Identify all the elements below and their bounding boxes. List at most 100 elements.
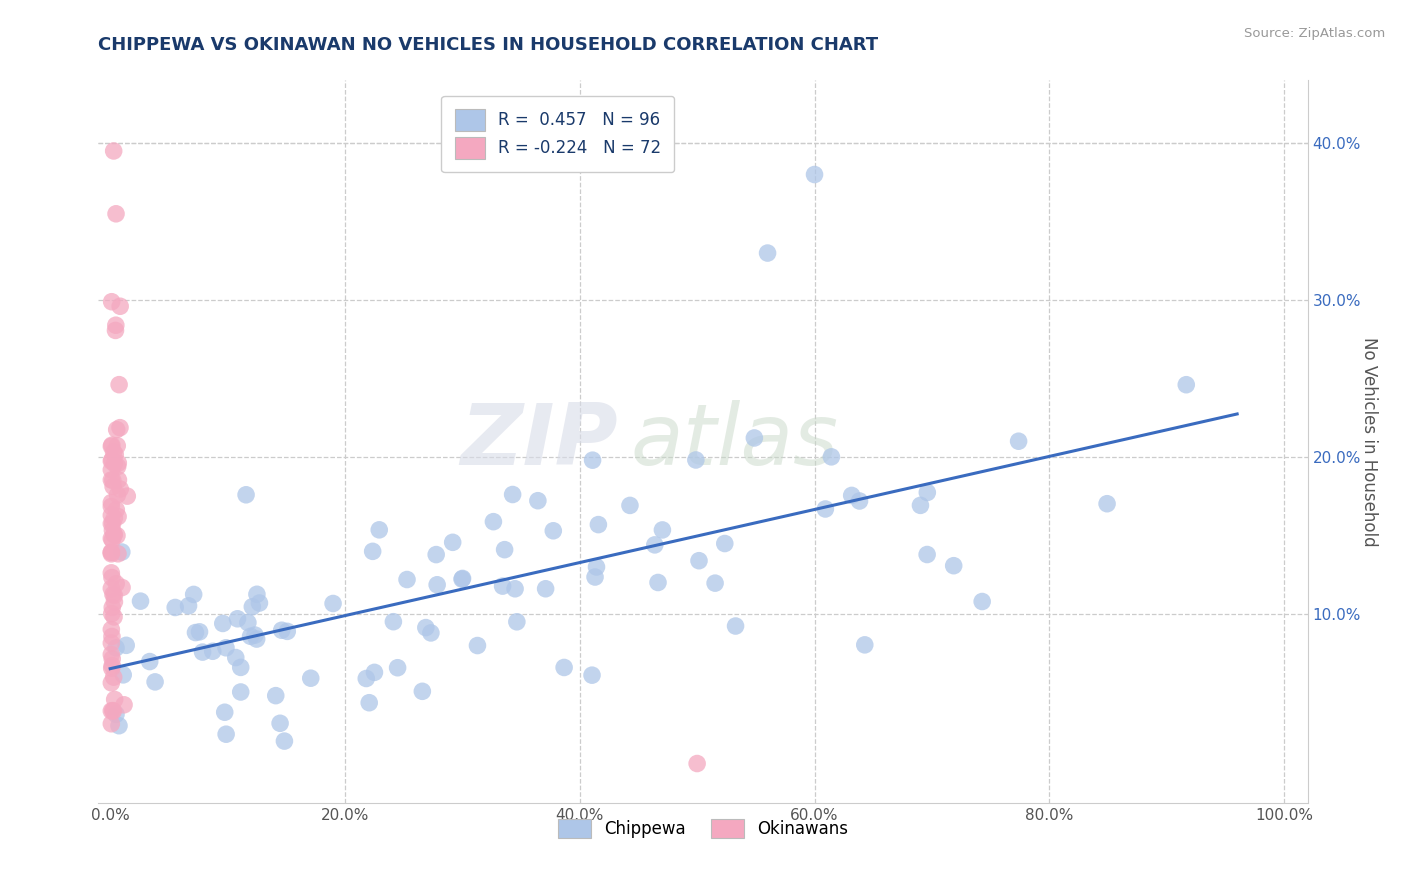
Point xyxy=(502,487,524,501)
Point xyxy=(482,515,505,529)
Point xyxy=(115,638,138,652)
Point xyxy=(644,538,666,552)
Point xyxy=(105,707,128,722)
Point xyxy=(425,548,447,562)
Point xyxy=(138,655,160,669)
Point xyxy=(103,704,125,718)
Point xyxy=(359,696,381,710)
Point xyxy=(100,623,122,637)
Point xyxy=(226,612,249,626)
Point xyxy=(426,578,449,592)
Point xyxy=(581,668,603,682)
Point xyxy=(494,542,516,557)
Legend: Chippewa, Okinawans: Chippewa, Okinawans xyxy=(551,813,855,845)
Point xyxy=(105,503,128,517)
Point xyxy=(100,582,122,596)
Point xyxy=(101,600,124,615)
Point xyxy=(100,704,122,718)
Point xyxy=(112,668,135,682)
Point xyxy=(101,473,124,487)
Point xyxy=(100,607,122,621)
Point xyxy=(239,629,262,643)
Text: atlas: atlas xyxy=(630,400,838,483)
Point xyxy=(103,610,125,624)
Point xyxy=(101,658,124,673)
Point xyxy=(942,558,965,573)
Point xyxy=(111,581,134,595)
Point xyxy=(249,596,271,610)
Point xyxy=(103,589,125,603)
Point xyxy=(395,573,418,587)
Point xyxy=(619,499,641,513)
Point xyxy=(111,545,134,559)
Point xyxy=(101,453,124,467)
Point xyxy=(129,594,152,608)
Point xyxy=(107,547,129,561)
Point xyxy=(585,560,607,574)
Point xyxy=(581,453,603,467)
Point xyxy=(103,527,125,541)
Point xyxy=(100,439,122,453)
Point xyxy=(534,582,557,596)
Point xyxy=(264,689,287,703)
Point xyxy=(503,582,526,596)
Point xyxy=(107,473,129,487)
Point xyxy=(841,488,863,502)
Point xyxy=(100,676,122,690)
Point xyxy=(100,636,122,650)
Point xyxy=(103,511,125,525)
Point xyxy=(543,524,565,538)
Point xyxy=(246,587,269,601)
Point xyxy=(101,570,124,584)
Point xyxy=(229,660,252,674)
Point xyxy=(100,545,122,559)
Point xyxy=(101,704,124,718)
Point xyxy=(236,615,259,630)
Point xyxy=(368,523,391,537)
Point xyxy=(491,579,513,593)
Point xyxy=(101,438,124,452)
Point xyxy=(363,665,385,680)
Point xyxy=(101,479,124,493)
Point xyxy=(165,600,187,615)
Point xyxy=(686,756,709,771)
Text: Source: ZipAtlas.com: Source: ZipAtlas.com xyxy=(1244,27,1385,40)
Point xyxy=(225,650,247,665)
Point xyxy=(972,594,994,608)
Point xyxy=(553,660,575,674)
Point xyxy=(506,615,529,629)
Point xyxy=(103,445,125,459)
Point xyxy=(177,599,200,613)
Point xyxy=(105,439,128,453)
Point xyxy=(100,500,122,514)
Point xyxy=(110,482,132,496)
Point xyxy=(651,523,673,537)
Point xyxy=(100,294,122,309)
Point xyxy=(917,485,939,500)
Point xyxy=(915,548,938,562)
Point xyxy=(415,621,437,635)
Point xyxy=(1007,434,1029,449)
Point xyxy=(214,705,236,719)
Point xyxy=(685,453,707,467)
Point xyxy=(211,616,233,631)
Point xyxy=(100,716,122,731)
Point xyxy=(451,571,474,585)
Point xyxy=(215,727,238,741)
Point xyxy=(704,576,727,591)
Point xyxy=(104,692,127,706)
Point xyxy=(467,639,489,653)
Point xyxy=(382,615,405,629)
Point xyxy=(100,648,122,662)
Point xyxy=(108,420,131,434)
Point xyxy=(1095,497,1118,511)
Point xyxy=(848,494,870,508)
Point xyxy=(183,587,205,601)
Point xyxy=(201,644,224,658)
Point xyxy=(103,595,125,609)
Text: CHIPPEWA VS OKINAWAN NO VEHICLES IN HOUSEHOLD CORRELATION CHART: CHIPPEWA VS OKINAWAN NO VEHICLES IN HOUS… xyxy=(98,36,879,54)
Point xyxy=(527,493,550,508)
Point xyxy=(361,544,384,558)
Y-axis label: No Vehicles in Household: No Vehicles in Household xyxy=(1360,336,1378,547)
Point xyxy=(107,509,129,524)
